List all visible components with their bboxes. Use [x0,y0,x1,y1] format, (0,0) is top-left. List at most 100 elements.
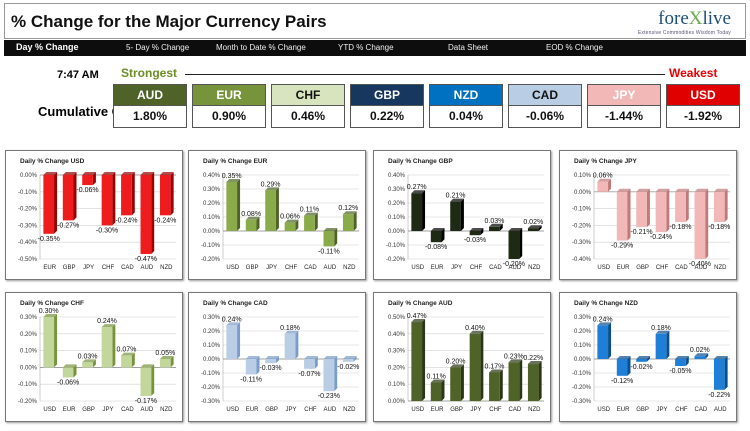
bar-chart: Daily % Change CHF0.30%0.20%0.10%0.00%-0… [18,300,176,413]
y-tick-label: -0.40% [572,257,592,263]
data-label: -0.18% [669,224,691,231]
currency-code: AUD [113,84,187,106]
x-tick-label: CHF [489,407,502,413]
bar-top [226,322,241,326]
bar-side [685,356,689,366]
y-tick-label: 0.10% [203,215,221,221]
x-tick-label: EUR [431,407,444,413]
nav-eod-change[interactable]: EOD % Change [546,43,603,52]
bar-side [685,188,689,223]
bar-top [508,359,523,363]
bar [140,367,152,396]
x-tick-label: GBP [246,265,259,271]
data-label: -0.21% [630,229,652,236]
bar-top [140,172,155,175]
bar-side [422,319,426,401]
bar-top [159,172,174,175]
bar [43,317,55,368]
data-label: 0.18% [280,325,300,332]
bar-top [597,322,612,326]
x-tick-label: USD [411,265,424,271]
chart-panel: Daily % Change EUR 0.40% 0.30% 0.20% 0.10% 0.… [188,150,366,280]
data-label: 0.35% [222,173,242,180]
bar [265,359,276,364]
weakest-label: Weakest [666,66,718,80]
x-tick-label: CAD [489,265,502,271]
currency-code: NZD [429,84,503,106]
y-tick-label: -0.10% [201,243,221,249]
bar-side [480,228,484,236]
bar-top [713,188,728,192]
nav-ytd-change[interactable]: YTD % Change [338,43,394,52]
forexlive-logo[interactable]: foreXlive Extensive Commodities Wisdom T… [638,8,731,36]
y-tick-label: 0.00% [388,229,406,235]
nav-data-sheet[interactable]: Data Sheet [448,43,489,52]
bar-top [121,172,135,175]
bar-side [499,369,503,401]
nav-mtd-change[interactable]: Month to Date % Change [216,43,306,52]
bar [469,333,481,401]
currency-cumulative-value: -1.92% [666,106,740,128]
bar-top [342,211,357,215]
data-label: -0.29% [611,243,633,250]
y-tick-label: -0.30% [18,223,38,229]
x-tick-label: NZD [528,265,541,271]
x-tick-label: EUR [617,407,630,413]
bar-side [460,198,464,231]
y-tick-label: 0.40% [388,173,406,179]
bar [226,182,238,231]
bar [694,191,706,259]
bar-side [724,188,728,223]
currency-code: GBP [350,84,424,106]
chart-panel: Daily % Change GBP 0.40% 0.30% 0.20% 0.10% 0.… [373,150,551,280]
bar-top [82,359,96,363]
bar-chart: Daily % Change EUR 0.40% 0.30% 0.20% 0.10% 0.… [201,158,359,271]
currency-code: CAD [508,84,582,106]
y-tick-label: 0.30% [203,315,221,321]
data-label: -0.27% [57,222,79,229]
data-label: -0.18% [708,224,730,231]
bar [636,191,647,228]
x-tick-label: NZD [343,407,356,413]
bar [245,219,257,231]
bar-top [226,179,241,182]
x-tick-label: JPY [102,407,113,413]
currency-cumulative-value: 0.90% [192,106,266,128]
data-label: 0.08% [241,211,261,218]
bar-top [323,356,338,359]
y-tick-label: -0.20% [18,399,38,405]
data-label: -0.11% [240,376,262,383]
bar [450,201,461,231]
bar [43,175,55,234]
nav-day-change[interactable]: Day % Change [16,42,79,52]
bar-chart: Daily % Change CAD 0.30% 0.20% 0.10% 0.00% -0… [201,300,359,413]
y-tick-label: 0.10% [388,215,406,221]
bar-side [256,216,260,231]
bar-top [713,356,728,359]
bar-side [92,359,96,368]
bar [304,215,315,231]
data-label: -0.06% [76,187,98,194]
bar-top [304,212,318,216]
currency-box-nzd: NZD 0.04% [429,84,503,128]
data-label: 0.17% [484,363,504,370]
bar-side [519,359,523,401]
x-tick-label: JPY [451,265,462,271]
bar [713,359,725,390]
data-label: 0.30% [39,308,59,315]
nav-5day-change[interactable]: 5- Day % Change [126,43,190,52]
bar-top [245,356,260,359]
y-tick-label: 0.50% [388,315,406,321]
bar-side [92,172,96,186]
bar-top [469,330,484,334]
bar-chart: Daily % Change JPY 0.10% 0.00% -0.10% -0.20%… [572,158,730,271]
currency-box-aud: AUD 1.80% [113,84,187,128]
y-tick-label: -0.20% [201,385,221,391]
x-tick-label: CAD [121,407,134,413]
data-label: -0.20% [503,261,525,268]
bar-top [304,356,318,359]
bar-top [265,356,279,359]
y-tick-label: 0.30% [20,315,38,321]
data-label: 0.21% [446,193,466,200]
bar [675,359,686,366]
